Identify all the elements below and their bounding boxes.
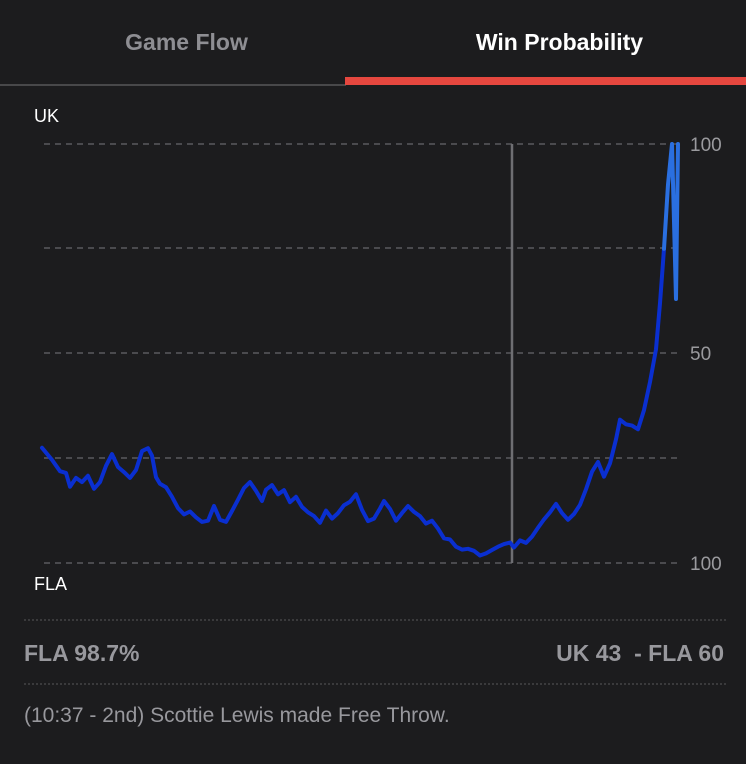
win-probability-value: FLA 98.7% [24, 640, 140, 666]
tab-game-flow[interactable]: Game Flow [125, 28, 248, 55]
top-team-label: UK [34, 106, 60, 126]
y-tick-bottom: 100 [690, 554, 722, 575]
divider-bottom [24, 683, 726, 685]
grid-lines [44, 143, 680, 564]
win-probability-chart[interactable]: 100 50 100 [0, 90, 746, 590]
y-tick-mid: 50 [690, 344, 711, 365]
bottom-team-label: FLA [34, 574, 68, 594]
win-probability-line-highlight [662, 142, 680, 301]
play-description: (10:37 - 2nd) Scottie Lewis made Free Th… [24, 704, 450, 727]
divider-top [24, 619, 726, 621]
active-tab-indicator [345, 77, 746, 85]
tab-win-probability[interactable]: Win Probability [475, 28, 644, 55]
y-tick-top: 100 [690, 135, 722, 156]
tab-baseline [0, 84, 346, 86]
win-probability-line [40, 246, 666, 558]
tab-bar: Game Flow Win Probability [0, 0, 746, 86]
score-value: UK 43 - FLA 60 [556, 640, 724, 666]
